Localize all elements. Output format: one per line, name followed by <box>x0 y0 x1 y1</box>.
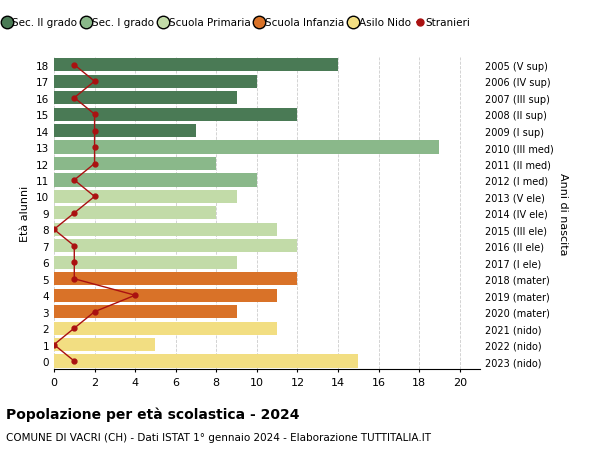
Bar <box>54 59 338 72</box>
Bar <box>54 289 277 302</box>
Y-axis label: Anni di nascita: Anni di nascita <box>557 172 568 255</box>
Bar <box>54 190 236 204</box>
Y-axis label: Età alunni: Età alunni <box>20 185 31 241</box>
Bar <box>54 338 155 352</box>
Text: COMUNE DI VACRI (CH) - Dati ISTAT 1° gennaio 2024 - Elaborazione TUTTITALIA.IT: COMUNE DI VACRI (CH) - Dati ISTAT 1° gen… <box>6 432 431 442</box>
Bar <box>54 240 298 253</box>
Bar <box>54 141 439 154</box>
Bar <box>54 322 277 335</box>
Bar <box>54 174 257 187</box>
Bar <box>54 355 358 368</box>
Text: Popolazione per età scolastica - 2024: Popolazione per età scolastica - 2024 <box>6 406 299 421</box>
Legend: Sec. II grado, Sec. I grado, Scuola Primaria, Scuola Infanzia, Asilo Nido, Stran: Sec. II grado, Sec. I grado, Scuola Prim… <box>0 14 475 33</box>
Bar <box>54 157 216 171</box>
Bar <box>54 305 236 319</box>
Bar <box>54 207 216 220</box>
Bar <box>54 223 277 236</box>
Bar <box>54 125 196 138</box>
Bar <box>54 273 298 285</box>
Bar <box>54 92 236 105</box>
Bar <box>54 108 298 122</box>
Bar <box>54 75 257 89</box>
Bar <box>54 256 236 269</box>
